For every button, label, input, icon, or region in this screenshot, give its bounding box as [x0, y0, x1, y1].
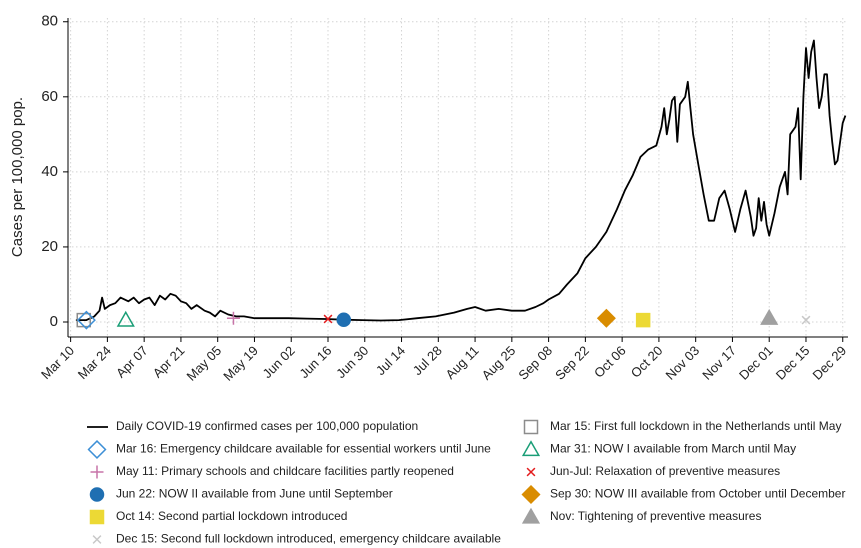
legend-symbol	[521, 440, 541, 457]
y-tick-label: 0	[50, 313, 58, 330]
marker	[635, 312, 651, 328]
marker	[801, 315, 811, 325]
x-tick-label: Apr 07	[113, 343, 151, 381]
legend-label: Mar 15: First full lockdown in the Nethe…	[550, 419, 841, 433]
legend-symbol	[90, 465, 104, 479]
legend-label: Jun 22: NOW II available from June until…	[116, 487, 393, 501]
x-tick-label: May 05	[183, 343, 224, 384]
legend-label: Mar 16: Emergency childcare available fo…	[116, 442, 491, 456]
legend-label: Daily COVID-19 confirmed cases per 100,0…	[116, 419, 418, 433]
x-tick-label: Sep 22	[552, 343, 592, 383]
y-axis-label: Cases per 100,000 pop.	[9, 97, 26, 257]
x-tick-label: Dec 29	[810, 343, 850, 383]
legend-symbol	[87, 439, 107, 460]
x-tick-label: Nov 17	[699, 343, 739, 383]
legend-label: Oct 14: Second partial lockdown introduc…	[116, 509, 347, 523]
y-tick-label: 80	[41, 13, 58, 30]
legend-label: Dec 15: Second full lockdown introduced,…	[116, 532, 501, 546]
legend-label: Sep 30: NOW III available from October u…	[550, 487, 845, 501]
marker	[76, 310, 96, 330]
marker	[336, 312, 352, 327]
x-tick-label: Oct 20	[628, 343, 666, 381]
x-tick-label: Nov 03	[662, 343, 702, 383]
x-tick-label: Dec 01	[736, 343, 776, 383]
legend-symbol	[521, 507, 541, 524]
legend-symbol	[89, 509, 105, 525]
y-tick-label: 40	[41, 163, 58, 180]
legend-label: Mar 31: NOW I available from March until…	[550, 442, 796, 456]
x-tick-label: Apr 21	[150, 343, 188, 381]
x-tick-label: Dec 15	[773, 343, 813, 383]
legend-symbol	[523, 419, 539, 435]
legend-label: May 11: Primary schools and childcare fa…	[116, 464, 454, 478]
x-tick-label: Mar 10	[38, 343, 77, 382]
legend-symbol	[89, 487, 105, 502]
marker	[116, 310, 135, 327]
data-line	[75, 39, 847, 322]
x-tick-label: Jul 14	[373, 343, 408, 378]
x-tick-label: Jun 02	[260, 343, 298, 381]
y-tick-label: 20	[41, 238, 58, 255]
legend-symbol	[526, 467, 536, 477]
marker	[596, 308, 616, 328]
x-tick-label: Aug 25	[479, 343, 519, 383]
legend-symbol	[521, 484, 541, 505]
legend-label: Nov: Tightening of preventive measures	[550, 509, 761, 523]
marker	[760, 308, 779, 325]
legend-symbol	[92, 535, 102, 544]
legend-label: Jun-Jul: Relaxation of preventive measur…	[550, 464, 780, 478]
x-tick-label: Oct 06	[591, 343, 629, 381]
y-tick-label: 60	[41, 88, 58, 105]
x-tick-label: Jun 16	[296, 343, 334, 381]
x-tick-label: Jul 28	[410, 343, 445, 378]
marker	[323, 314, 333, 324]
x-tick-label: Mar 24	[75, 343, 114, 382]
marker	[226, 311, 240, 325]
x-tick-label: May 19	[220, 343, 261, 384]
x-tick-label: Sep 08	[515, 343, 555, 383]
x-tick-label: Jun 30	[333, 343, 371, 381]
x-tick-label: Aug 11	[443, 343, 482, 382]
